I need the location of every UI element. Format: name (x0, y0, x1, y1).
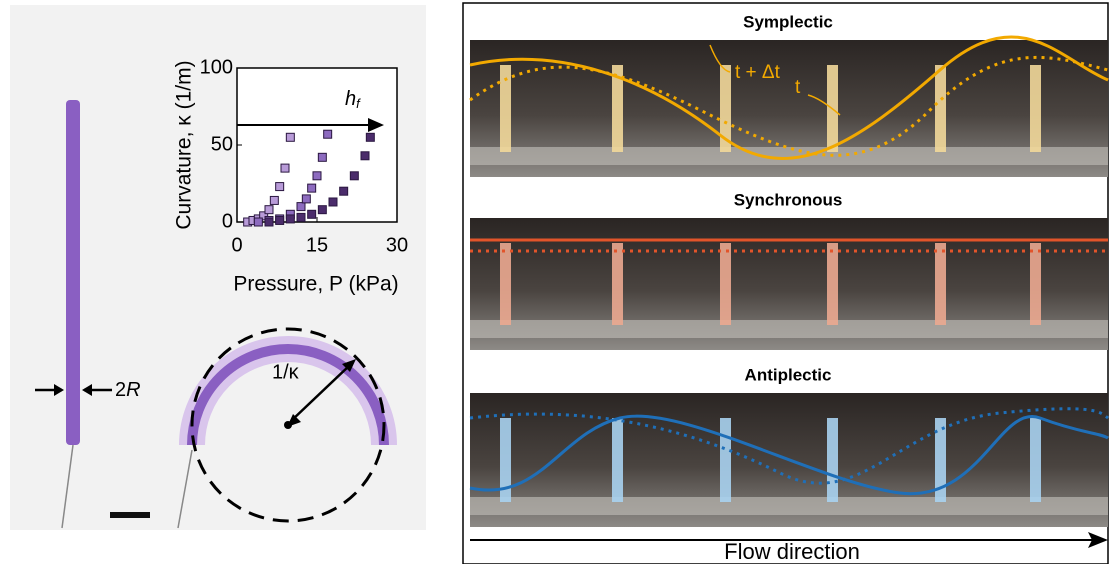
y-tick-label: 100 (200, 56, 233, 78)
cilium (1030, 243, 1041, 325)
time-label: t (795, 77, 801, 98)
cilium (827, 418, 838, 502)
data-point (276, 183, 284, 191)
data-point (361, 152, 369, 160)
data-point (297, 213, 305, 221)
data-point (302, 195, 310, 203)
cilium (612, 243, 623, 325)
cilium (612, 418, 623, 502)
x-tick-label: 30 (386, 234, 408, 256)
y-tick-label: 0 (222, 210, 233, 232)
figure: 2R 1/κ 0 15 30 0 50 100 Pressure, P (kPa) Curva… (0, 0, 1112, 564)
data-point (318, 153, 326, 161)
y-tick-label: 50 (211, 133, 233, 155)
panel-title: Symplectic (743, 12, 833, 31)
radius-label: 2R (115, 379, 141, 401)
data-point (313, 172, 321, 180)
cilium (500, 243, 511, 325)
time-label: t + Δt (735, 62, 781, 83)
cilium (1030, 418, 1041, 502)
data-point (318, 206, 326, 214)
scale-bar (110, 512, 150, 518)
cilium (935, 243, 946, 325)
data-point (329, 198, 337, 206)
flow-label: Flow direction (724, 539, 860, 564)
plot-frame (237, 68, 397, 222)
data-point (270, 196, 278, 204)
y-axis-label: Curvature, κ (1/m) (173, 60, 196, 229)
panel-title: Synchronous (734, 190, 843, 209)
plate (470, 320, 1108, 338)
rod (66, 100, 80, 445)
data-point (265, 206, 273, 214)
panel-title: Antiplectic (745, 365, 832, 384)
plate (470, 147, 1108, 165)
data-point (286, 133, 294, 141)
x-axis-label: Pressure, P (kPa) (233, 273, 398, 296)
data-point (254, 218, 262, 226)
data-point (281, 164, 289, 172)
data-point (276, 216, 284, 224)
hf-main: h (345, 88, 356, 110)
data-point (366, 133, 374, 141)
data-point (308, 184, 316, 192)
data-point (340, 187, 348, 195)
cilium (720, 418, 731, 502)
data-point (308, 210, 316, 218)
plate (470, 497, 1108, 515)
cilium (827, 243, 838, 325)
x-tick-label: 0 (231, 234, 242, 256)
cilium (935, 65, 946, 152)
strips: Symplectic Synchronous Antiplectic t + Δt t (470, 12, 1108, 527)
data-point (297, 203, 305, 211)
cilium (720, 243, 731, 325)
data-point (350, 172, 358, 180)
curvature-label: 1/κ (272, 361, 300, 383)
data-point (265, 218, 273, 226)
x-tick-label: 15 (306, 234, 328, 256)
data-point (324, 130, 332, 138)
data-point (286, 215, 294, 223)
cilium (1030, 65, 1041, 152)
